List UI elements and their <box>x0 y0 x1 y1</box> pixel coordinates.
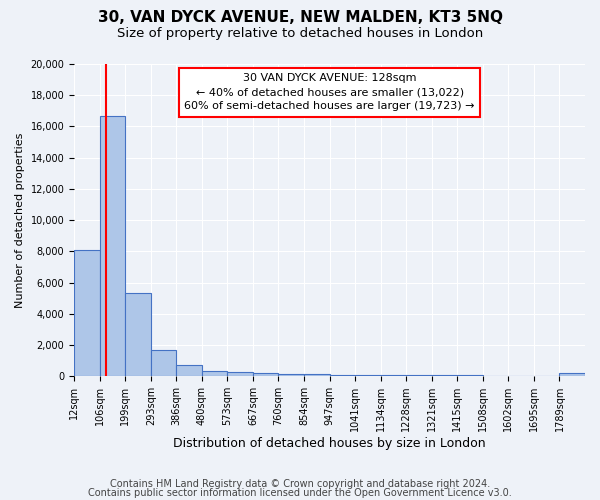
Text: 30 VAN DYCK AVENUE: 128sqm
← 40% of detached houses are smaller (13,022)
60% of : 30 VAN DYCK AVENUE: 128sqm ← 40% of deta… <box>184 74 475 112</box>
Bar <box>74 250 100 376</box>
Bar <box>329 374 355 376</box>
Text: 30, VAN DYCK AVENUE, NEW MALDEN, KT3 5NQ: 30, VAN DYCK AVENUE, NEW MALDEN, KT3 5NQ <box>97 10 503 25</box>
Bar <box>304 374 329 376</box>
Bar <box>100 116 125 376</box>
Text: Contains HM Land Registry data © Crown copyright and database right 2024.: Contains HM Land Registry data © Crown c… <box>110 479 490 489</box>
Bar <box>151 350 176 376</box>
Bar <box>202 371 227 376</box>
Bar <box>253 373 278 376</box>
Text: Contains public sector information licensed under the Open Government Licence v3: Contains public sector information licen… <box>88 488 512 498</box>
Text: Size of property relative to detached houses in London: Size of property relative to detached ho… <box>117 28 483 40</box>
Bar <box>380 375 406 376</box>
Bar <box>559 373 585 376</box>
Bar <box>227 372 253 376</box>
Bar <box>176 366 202 376</box>
X-axis label: Distribution of detached houses by size in London: Distribution of detached houses by size … <box>173 437 486 450</box>
Bar <box>355 375 380 376</box>
Bar <box>125 294 151 376</box>
Bar <box>278 374 304 376</box>
Y-axis label: Number of detached properties: Number of detached properties <box>15 132 25 308</box>
